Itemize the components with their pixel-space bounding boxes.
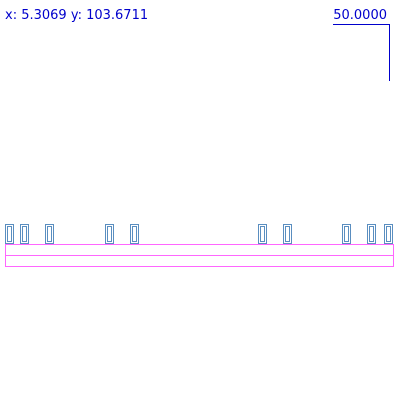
- cell-row-lower-rect[interactable]: [5, 255, 394, 267]
- pin-group[interactable]: [5, 224, 393, 244]
- pin[interactable]: [384, 224, 393, 244]
- scale-bar-label: 50.0000: [333, 8, 387, 23]
- pin[interactable]: [342, 224, 351, 244]
- pin[interactable]: [20, 224, 29, 244]
- pin[interactable]: [367, 224, 376, 244]
- cell-row-upper-rect[interactable]: [5, 244, 394, 256]
- scale-bar: [333, 24, 390, 81]
- pin[interactable]: [105, 224, 114, 244]
- pin[interactable]: [258, 224, 267, 244]
- pin[interactable]: [45, 224, 54, 244]
- cursor-coordinate-readout: x: 5.3069 y: 103.6711: [5, 8, 149, 23]
- cell-row[interactable]: [5, 244, 394, 267]
- pin[interactable]: [283, 224, 292, 244]
- pin[interactable]: [130, 224, 139, 244]
- pin[interactable]: [5, 224, 14, 244]
